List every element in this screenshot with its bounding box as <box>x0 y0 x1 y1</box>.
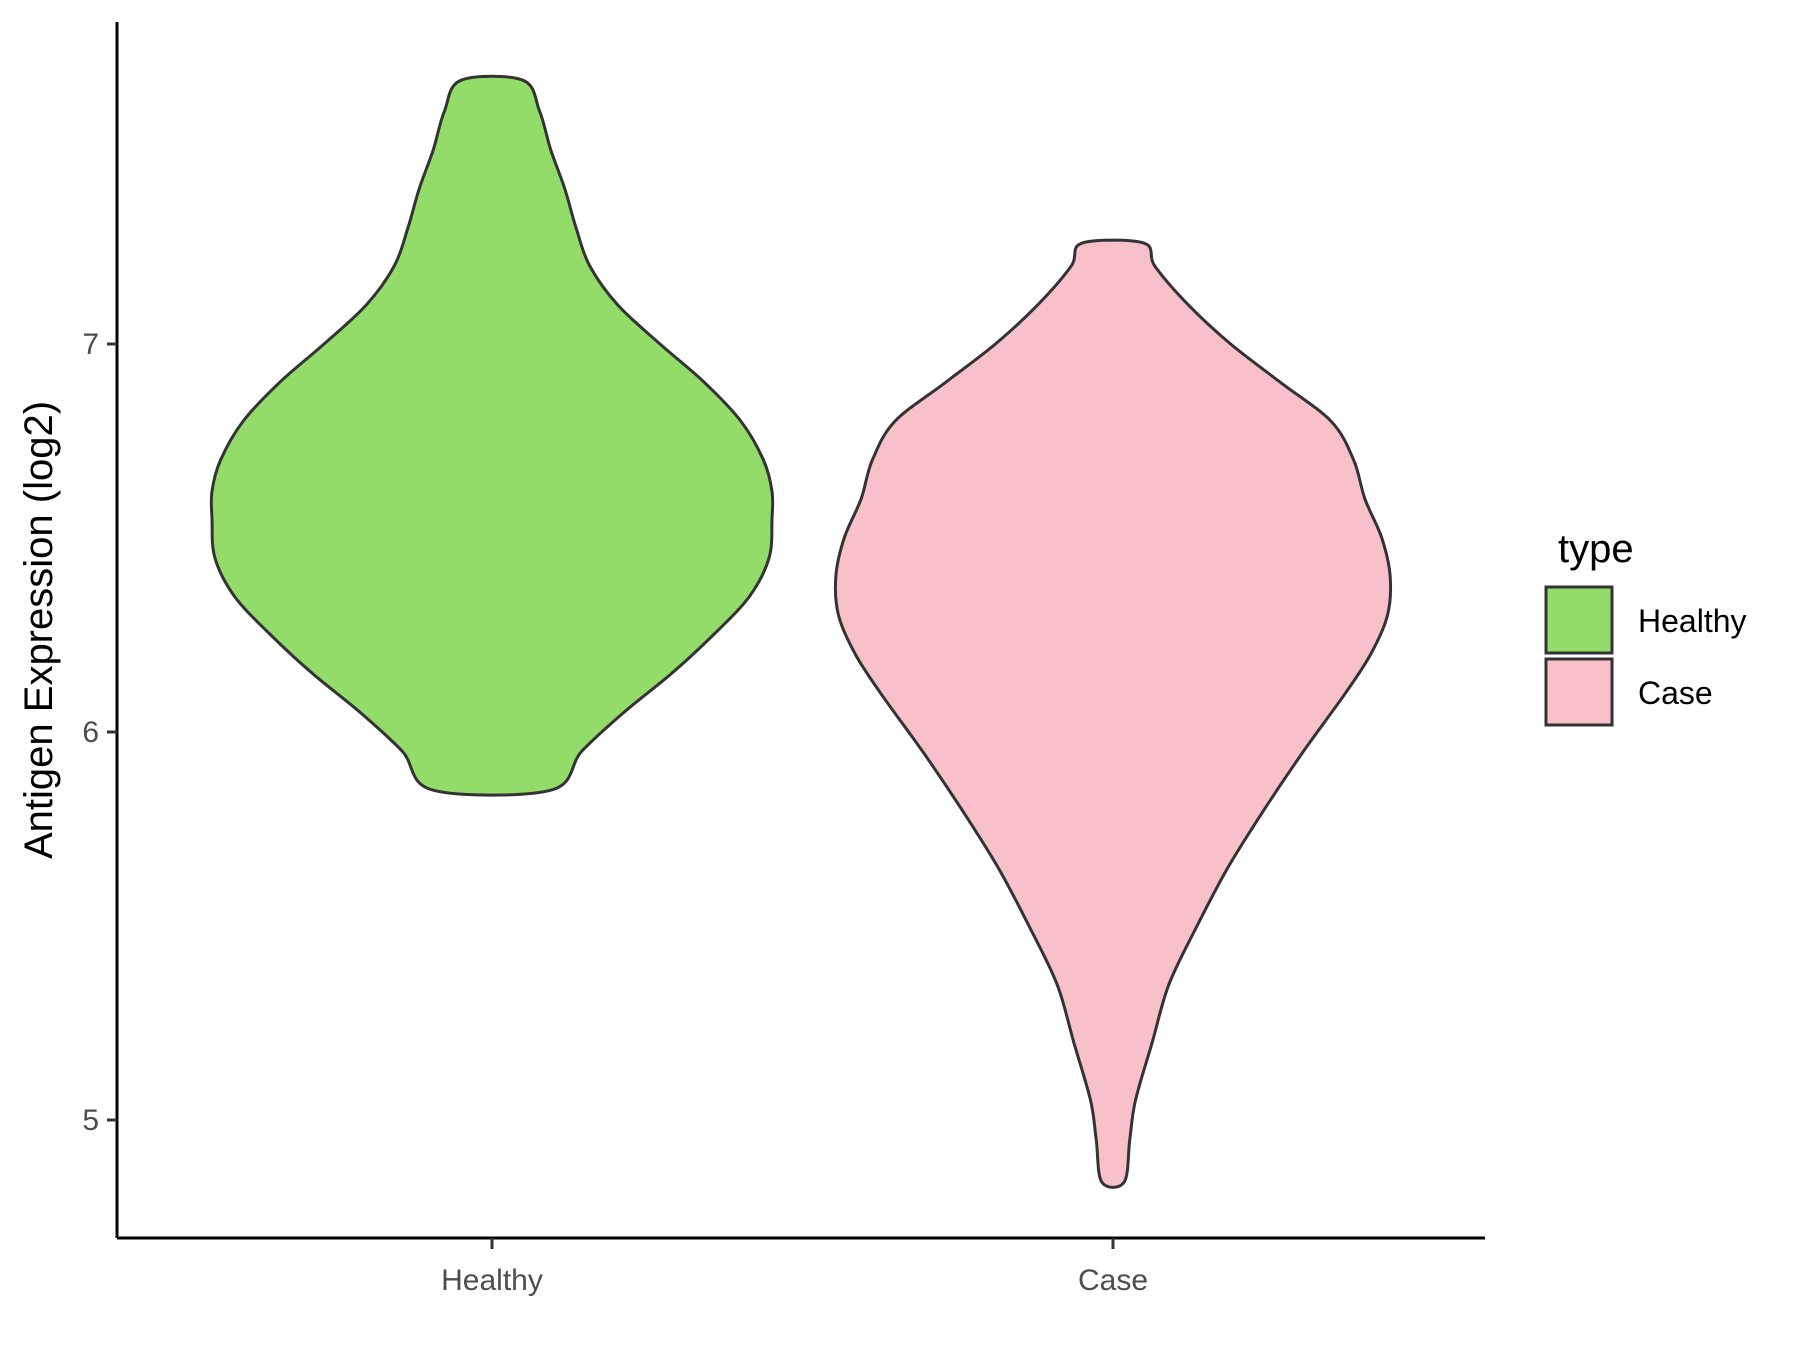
legend-title: type <box>1558 527 1634 571</box>
violin-case <box>833 238 1393 1189</box>
y-tick-label: 5 <box>82 1104 99 1137</box>
legend-swatch-case <box>1544 657 1614 727</box>
x-tick-label: Case <box>1078 1264 1148 1297</box>
y-ticks: 5 6 7 <box>82 328 117 1137</box>
y-axis-title: Antigen Expression (log2) <box>17 401 61 859</box>
x-tick-label: Healthy <box>441 1264 543 1297</box>
legend-label-case: Case <box>1638 675 1713 711</box>
legend-label-healthy: Healthy <box>1638 603 1747 639</box>
y-tick-label: 7 <box>82 328 99 361</box>
legend: type Healthy Case <box>1544 527 1747 727</box>
y-tick-label: 6 <box>82 716 99 749</box>
legend-entries: Healthy Case <box>1544 585 1747 727</box>
legend-swatch-healthy <box>1544 585 1614 655</box>
x-ticks: Healthy Case <box>441 1238 1148 1297</box>
violins-layer <box>209 74 1393 1189</box>
violin-healthy <box>209 74 775 797</box>
